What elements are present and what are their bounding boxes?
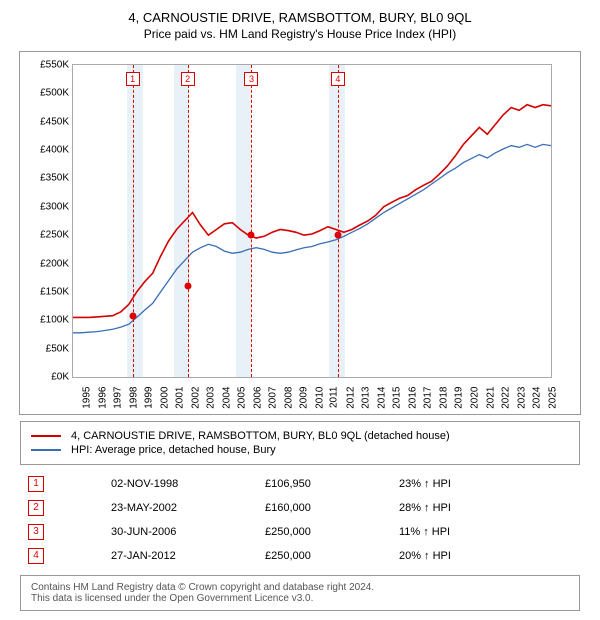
sale-price-cell: £160,000 — [259, 497, 391, 519]
sale-date-cell: 02-NOV-1998 — [105, 473, 257, 495]
sale-index-box: 3 — [28, 524, 44, 540]
y-axis-label: £450K — [40, 116, 69, 127]
legend-label: HPI: Average price, detached house, Bury — [71, 444, 276, 456]
y-axis-label: £400K — [40, 145, 69, 156]
table-row: 2 23-MAY-2002£160,00028% ↑ HPI — [22, 497, 578, 519]
footer-line-2: This data is licensed under the Open Gov… — [31, 593, 569, 604]
sale-index-cell: 3 — [22, 521, 103, 543]
footer-line-1: Contains HM Land Registry data © Crown c… — [31, 582, 569, 593]
series-hpi — [73, 144, 551, 332]
x-axis-label: 2003 — [205, 387, 216, 409]
x-axis-label: 2009 — [299, 387, 310, 409]
x-axis-label: 2007 — [267, 387, 278, 409]
legend-label: 4, CARNOUSTIE DRIVE, RAMSBOTTOM, BURY, B… — [71, 430, 450, 442]
series-property — [73, 105, 551, 318]
legend-item: 4, CARNOUSTIE DRIVE, RAMSBOTTOM, BURY, B… — [31, 430, 569, 442]
table-row: 4 27-JAN-2012£250,00020% ↑ HPI — [22, 545, 578, 567]
x-axis-label: 2016 — [407, 387, 418, 409]
chart-title: 4, CARNOUSTIE DRIVE, RAMSBOTTOM, BURY, B… — [8, 10, 592, 25]
sale-index-box: 2 — [28, 500, 44, 516]
sale-point-dot — [334, 232, 341, 239]
table-row: 3 30-JUN-2006£250,00011% ↑ HPI — [22, 521, 578, 543]
x-axis-label: 2017 — [423, 387, 434, 409]
x-axis-label: 1998 — [128, 387, 139, 409]
sale-price-cell: £250,000 — [259, 521, 391, 543]
x-axis-label: 2021 — [485, 387, 496, 409]
sale-index-box: 1 — [28, 476, 44, 492]
sale-index-cell: 2 — [22, 497, 103, 519]
sale-marker-label: 3 — [244, 72, 258, 86]
x-axis-label: 1995 — [81, 387, 92, 409]
x-axis-label: 2024 — [531, 387, 542, 409]
sale-marker-label: 1 — [126, 72, 140, 86]
x-axis-label: 2002 — [190, 387, 201, 409]
sale-delta-cell: 28% ↑ HPI — [393, 497, 578, 519]
legend-swatch — [31, 435, 61, 437]
sale-date-cell: 27-JAN-2012 — [105, 545, 257, 567]
sale-point-dot — [184, 283, 191, 290]
sale-point-dot — [129, 313, 136, 320]
sale-point-dot — [248, 232, 255, 239]
sale-index-cell: 1 — [22, 473, 103, 495]
x-axis-label: 2014 — [376, 387, 387, 409]
y-axis-label: £200K — [40, 258, 69, 269]
x-axis-label: 2010 — [314, 387, 325, 409]
y-axis-label: £250K — [40, 230, 69, 241]
plot-area: £0K£50K£100K£150K£200K£250K£300K£350K£40… — [72, 64, 552, 378]
x-axis-label: 1996 — [97, 387, 108, 409]
sale-marker-line — [338, 65, 339, 377]
chart-container: £0K £50K £100K £150K £200K £250K £300K £350K £40… — [19, 51, 581, 415]
legend-swatch — [31, 449, 61, 451]
sale-marker-label: 2 — [181, 72, 195, 86]
sale-date-cell: 23-MAY-2002 — [105, 497, 257, 519]
x-axis-label: 1999 — [143, 387, 154, 409]
sale-marker-line — [251, 65, 252, 377]
x-axis-label: 2015 — [392, 387, 403, 409]
legend: 4, CARNOUSTIE DRIVE, RAMSBOTTOM, BURY, B… — [20, 421, 580, 465]
y-axis-label: £150K — [40, 286, 69, 297]
transactions-table: 1 02-NOV-1998£106,95023% ↑ HPI 2 23-MAY-200… — [20, 471, 580, 569]
y-axis-label: £300K — [40, 201, 69, 212]
y-axis-label: £50K — [46, 343, 69, 354]
legend-item: HPI: Average price, detached house, Bury — [31, 444, 569, 456]
x-axis-label: 2011 — [329, 387, 340, 409]
x-axis-label: 2018 — [438, 387, 449, 409]
chart-subtitle: Price paid vs. HM Land Registry's House … — [8, 27, 592, 41]
x-axis-label: 2019 — [454, 387, 465, 409]
sale-marker-line — [188, 65, 189, 377]
chart-lines — [73, 65, 551, 377]
sale-marker-label: 4 — [331, 72, 345, 86]
table-row: 1 02-NOV-1998£106,95023% ↑ HPI — [22, 473, 578, 495]
y-axis-label: £100K — [40, 315, 69, 326]
sale-index-cell: 4 — [22, 545, 103, 567]
y-axis-label: £0K — [51, 372, 69, 383]
x-axis-label: 2005 — [236, 387, 247, 409]
sale-delta-cell: 20% ↑ HPI — [393, 545, 578, 567]
x-axis-label: 2000 — [159, 387, 170, 409]
y-axis-label: £550K — [40, 60, 69, 71]
x-axis-label: 2020 — [469, 387, 480, 409]
sale-marker-line — [133, 65, 134, 377]
x-axis-label: 2004 — [221, 387, 232, 409]
footer-attribution: Contains HM Land Registry data © Crown c… — [20, 575, 580, 611]
sale-delta-cell: 23% ↑ HPI — [393, 473, 578, 495]
x-axis-label: 2023 — [516, 387, 527, 409]
x-axis-label: 2012 — [345, 387, 356, 409]
x-axis-label: 2013 — [361, 387, 372, 409]
x-axis-label: 2001 — [174, 387, 185, 409]
y-axis-label: £350K — [40, 173, 69, 184]
x-axis-label: 2006 — [252, 387, 263, 409]
sale-price-cell: £250,000 — [259, 545, 391, 567]
sale-delta-cell: 11% ↑ HPI — [393, 521, 578, 543]
x-axis-label: 2022 — [500, 387, 511, 409]
x-axis-label: 2025 — [547, 387, 558, 409]
x-axis-label: 1997 — [112, 387, 123, 409]
sale-date-cell: 30-JUN-2006 — [105, 521, 257, 543]
sale-price-cell: £106,950 — [259, 473, 391, 495]
x-axis-label: 2008 — [283, 387, 294, 409]
y-axis-label: £500K — [40, 88, 69, 99]
sale-index-box: 4 — [28, 548, 44, 564]
